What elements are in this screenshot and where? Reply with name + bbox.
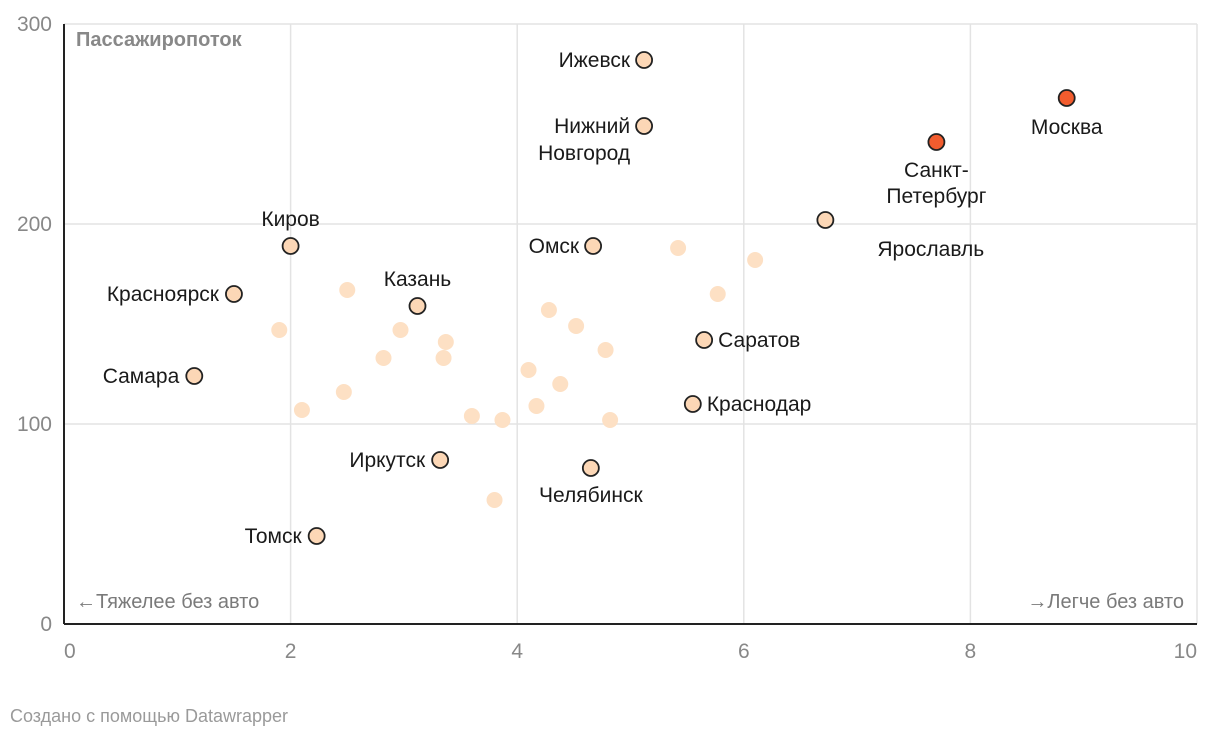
background-point [602,412,619,428]
background-point [435,350,452,366]
axes [63,24,1197,625]
city-label: Нижний Новгород [538,115,630,165]
city-point [927,133,946,151]
city-point [307,527,326,545]
city-point [683,395,702,413]
credit-text: Создано с помощью Datawrapper [10,706,289,726]
background-point [670,240,687,256]
city-label: Самара [103,365,180,388]
background-points [271,240,764,508]
city-point [431,451,450,469]
y-tick-label: 200 [17,213,52,236]
city-point [225,285,243,303]
y-tick-label: 300 [17,13,52,36]
background-point [552,376,569,392]
city-label: Томск [245,525,303,548]
city-label: Киров [261,208,319,231]
background-point [271,322,288,338]
city-point [185,367,204,385]
city-point [695,331,714,349]
y-tick-label: 100 [17,413,52,436]
city-label: Красноярск [107,283,220,306]
background-point [392,322,409,338]
background-point [709,286,726,302]
x-tick-label: 0 [64,640,76,663]
background-point [293,402,310,418]
city-label: Иркутск [349,449,426,472]
city-label: Челябинск [539,484,643,507]
background-point [747,252,764,268]
city-label: Ярославль [877,238,984,261]
city-label: Омск [529,235,580,258]
city-point [635,117,653,135]
point-labels: Москва Санкт-Петербург Ижевск Нижний Новгоро… [103,49,1103,548]
city-point [1057,89,1076,107]
x-tick-label: 10 [1174,640,1197,663]
background-point [463,408,480,424]
city-label: Ижевск [559,49,631,72]
x-tick-label: 4 [511,640,523,663]
background-point [486,492,503,508]
background-point [335,384,352,400]
background-point [568,318,585,334]
city-point [635,51,653,69]
city-point [584,237,603,255]
city-label: Казань [384,268,452,291]
background-point [437,334,454,350]
city-label: Санкт-Петербург [886,159,986,208]
y-tick-label: 0 [40,613,52,636]
x-tick-label: 6 [738,640,750,663]
background-point [597,342,614,358]
city-point [816,211,835,229]
background-point [375,350,392,366]
x-tick-label: 2 [285,640,297,663]
grid [64,23,1198,624]
city-point [281,237,300,255]
city-label: Москва [1031,116,1103,139]
city-label: Краснодар [707,393,812,416]
background-point [339,282,356,298]
labeled-points [185,51,1076,545]
city-point [581,459,600,477]
background-point [494,412,511,428]
background-point [520,362,537,378]
city-label: Саратов [718,329,800,352]
annotation-right: →Легче без авто [1027,591,1184,613]
background-point [540,302,557,318]
x-tick-label: 8 [965,640,977,663]
y-axis-title: Пассажиропоток [76,29,243,51]
background-point [528,398,545,414]
annotation-left: ←Тяжелее без авто [76,591,259,613]
city-point [408,297,427,315]
